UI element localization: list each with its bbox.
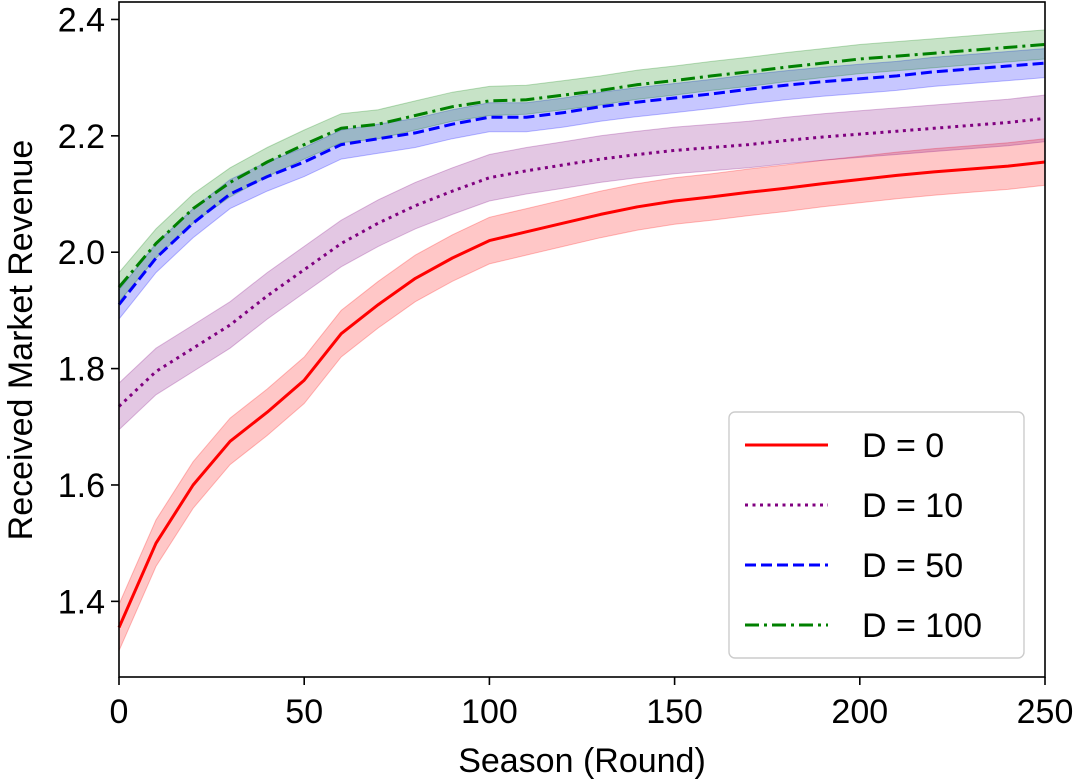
x-tick-label: 200 (831, 693, 888, 731)
series-lines (117, 43, 1046, 629)
y-tick-label: 1.6 (58, 467, 105, 505)
x-tick-label: 50 (285, 693, 323, 731)
plot-frame (118, 1, 1046, 678)
y-tick-label: 1.4 (58, 583, 105, 621)
legend: D = 0 D = 10 D = 50 D = 100 (728, 411, 1025, 659)
x-tick-label: 250 (1017, 693, 1074, 731)
x-axis: 0 50 100 150 200 250 (110, 677, 1074, 731)
legend-label-d-50: D = 50 (862, 547, 963, 585)
x-tick-label: 150 (646, 693, 703, 731)
y-tick-label: 1.8 (58, 351, 105, 389)
x-axis-label: Season (Round) (458, 742, 706, 780)
y-tick-label: 2.0 (58, 234, 105, 272)
band-d-10 (118, 94, 1046, 431)
legend-label-d-100: D = 100 (862, 607, 982, 645)
legend-label-d-0: D = 0 (862, 427, 944, 465)
series-line-d-50 (117, 61, 1046, 306)
series-line-d-0 (117, 160, 1046, 629)
legend-box (728, 411, 1025, 659)
y-axis: 1.4 1.6 1.8 2.0 2.2 2.4 (58, 1, 119, 621)
y-axis-label: Received Market Revenue (2, 140, 40, 541)
x-tick-label: 0 (110, 693, 129, 731)
y-tick-label: 2.4 (58, 1, 105, 39)
series-line-d-100 (117, 43, 1046, 289)
legend-label-d-10: D = 10 (862, 487, 963, 525)
y-tick-label: 2.2 (58, 118, 105, 156)
series-line-d-10 (117, 116, 1046, 408)
x-tick-label: 100 (461, 693, 518, 731)
